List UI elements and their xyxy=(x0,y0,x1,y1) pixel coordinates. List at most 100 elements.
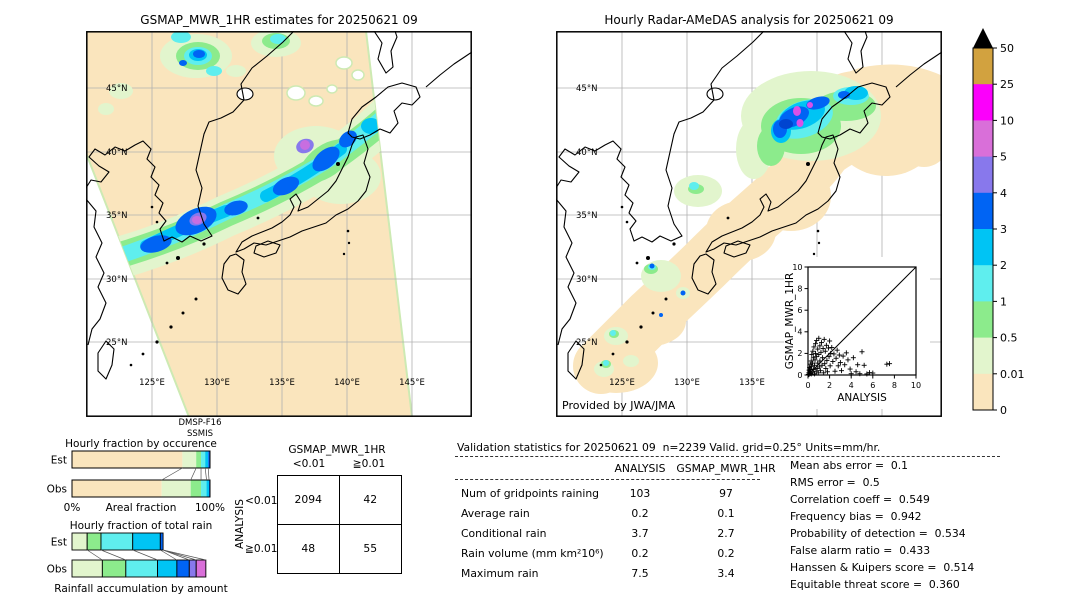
axis-title: Areal fraction xyxy=(106,502,177,514)
kuril-islands xyxy=(895,51,942,88)
connector-line xyxy=(161,467,183,481)
validation-row: Average rain 0.2 0.1 xyxy=(455,504,785,524)
kyushu-coast xyxy=(691,253,717,295)
bar-segment xyxy=(206,480,210,497)
validation-col-analysis: ANALYSIS xyxy=(614,462,666,475)
connector-line xyxy=(132,549,158,561)
colorbar-tick-label: 0 xyxy=(1000,404,1007,417)
score-line: RMS error = 0.5 xyxy=(790,476,880,489)
validation-title: Validation statistics for 20250621 09 n=… xyxy=(457,441,881,454)
taiwan-coast xyxy=(567,340,585,380)
lat-tick: 45°N xyxy=(576,84,597,94)
small-islands xyxy=(599,162,821,367)
connector-line xyxy=(162,549,197,561)
lat-tick: 35°N xyxy=(576,211,597,221)
category-label: Est xyxy=(51,454,67,466)
validation-row: Rain volume (mm km²10⁶) 0.2 0.2 xyxy=(455,544,785,564)
colorbar-segment xyxy=(973,337,993,375)
axis-max-label: 100% xyxy=(195,502,225,514)
sakhalin-coast xyxy=(843,31,868,74)
bar-segment xyxy=(188,559,197,578)
left-map-title: GSMAP_MWR_1HR estimates for 20250621 09 xyxy=(140,13,418,27)
y-tick-label: 0 xyxy=(797,371,802,380)
right-map-tick-labels: 45°N 40°N 35°N 30°N 25°N 125°E 130°E 135… xyxy=(576,84,765,388)
connector-line xyxy=(190,467,197,481)
scatter-svg: 00 2 2 4 4 6 6 8 8 10 10 ANALYSIS GSMAP_MWR_1HR xyxy=(784,263,921,404)
bar-segment xyxy=(71,532,88,551)
left-map-frame xyxy=(86,31,472,417)
validation-row-label: Maximum rain xyxy=(461,567,539,580)
contingency-row-header: <0.01 xyxy=(245,495,278,507)
chart-title: Hourly fraction of total rain xyxy=(70,520,213,532)
category-label: Obs xyxy=(47,483,67,495)
bar-segment xyxy=(86,532,102,551)
contingency-row-header: ≧0.01 xyxy=(245,543,278,555)
colorbar-segment xyxy=(973,48,993,85)
right-map-frame xyxy=(556,31,942,417)
lon-tick: 130°E xyxy=(204,378,230,388)
axis-min-label: 0% xyxy=(64,502,81,514)
connector-line xyxy=(204,467,207,481)
colorbar-tick-label: 5 xyxy=(1000,151,1007,164)
bar-segment xyxy=(157,559,178,578)
left-map-tick-labels: 45°N 40°N 35°N 30°N 25°N 125°E 130°E 135… xyxy=(106,84,425,388)
score-line: Equitable threat score = 0.360 xyxy=(790,578,960,591)
colorbar-segment xyxy=(973,192,993,230)
lon-tick: 135°E xyxy=(739,378,765,388)
y-tick-label: 8 xyxy=(797,284,802,293)
colorbar-tick-label: 1 xyxy=(1000,295,1007,308)
coastlines xyxy=(85,30,473,380)
validation-row: Maximum rain 7.5 3.4 xyxy=(455,564,785,584)
category-label: Obs xyxy=(47,563,67,575)
no-data-holes xyxy=(286,56,365,107)
contingency-cell: 2094 xyxy=(278,476,340,525)
colorbar-segment xyxy=(973,301,993,339)
hokkaido-coast xyxy=(347,82,421,140)
lat-tick: 30°N xyxy=(576,275,597,285)
score-line: Correlation coeff = 0.549 xyxy=(790,493,930,506)
connector-line xyxy=(163,549,206,561)
colorbar-segment xyxy=(973,373,993,411)
china-coast xyxy=(85,198,107,346)
occurrence-bar-chart: Hourly fraction by occurence Est Obs 0% 100%… xyxy=(47,438,225,514)
validation-gsmap-value: 0.2 xyxy=(717,547,735,560)
bar-segment xyxy=(196,451,202,468)
score-line: Hanssen & Kuipers score = 0.514 xyxy=(790,561,975,574)
left-map-svg: 45°N 40°N 35°N 30°N 25°N 125°E 130°E 135… xyxy=(85,30,473,418)
colorbar-tick-label: 2 xyxy=(1000,259,1007,272)
score-line: Mean abs error = 0.1 xyxy=(790,459,909,472)
bar-segment xyxy=(101,559,127,578)
colorbar-segment xyxy=(973,156,993,194)
bar-segment xyxy=(100,532,134,551)
validation-analysis-value: 7.5 xyxy=(631,567,649,580)
validation-scores: Mean abs error = 0.1 RMS error = 0.5 Corre… xyxy=(790,459,1080,595)
left-map-panel: 45°N 40°N 35°N 30°N 25°N 125°E 130°E 135… xyxy=(85,30,473,418)
small-islands xyxy=(129,162,351,367)
mainland-coast xyxy=(85,30,295,243)
bar-segment xyxy=(159,532,164,551)
colorbar-tick-label: 4 xyxy=(1000,187,1007,200)
scatter-y-label: GSMAP_MWR_1HR xyxy=(784,273,796,369)
lat-tick: 40°N xyxy=(576,148,597,158)
colorbar-segment xyxy=(973,84,993,121)
validation-col-gsmap: GSMAP_MWR_1HR xyxy=(676,462,776,475)
validation-gsmap-value: 97 xyxy=(719,487,733,500)
lon-tick: 145°E xyxy=(399,378,425,388)
bar-frame xyxy=(71,479,211,498)
right-map-panel: 45°N 40°N 35°N 30°N 25°N 125°E 130°E 135… xyxy=(556,31,942,417)
y-tick-label: 10 xyxy=(792,263,802,272)
lon-tick: 140°E xyxy=(334,378,360,388)
bar-segment xyxy=(72,480,162,497)
validation-row: Conditional rain 3.7 2.7 xyxy=(455,524,785,544)
bar-segment xyxy=(208,451,210,468)
taiwan-coast xyxy=(97,340,115,380)
validation-gsmap-value: 3.4 xyxy=(717,567,735,580)
contingency-col-group: GSMAP_MWR_1HR xyxy=(288,444,386,456)
colorbar-tick-label: 10 xyxy=(1000,114,1014,127)
category-label: Est xyxy=(51,536,67,548)
x-tick-label: 2 xyxy=(827,381,832,390)
contingency-col-header: <0.01 xyxy=(292,458,326,470)
colorbar-segment xyxy=(973,229,993,266)
bar-segment xyxy=(195,559,207,578)
scatter-inset: 0 0 2 2 4 4 6 6 8 8 10 10 ANALYSIS GSMAP_MWR_1HR xyxy=(784,257,930,409)
